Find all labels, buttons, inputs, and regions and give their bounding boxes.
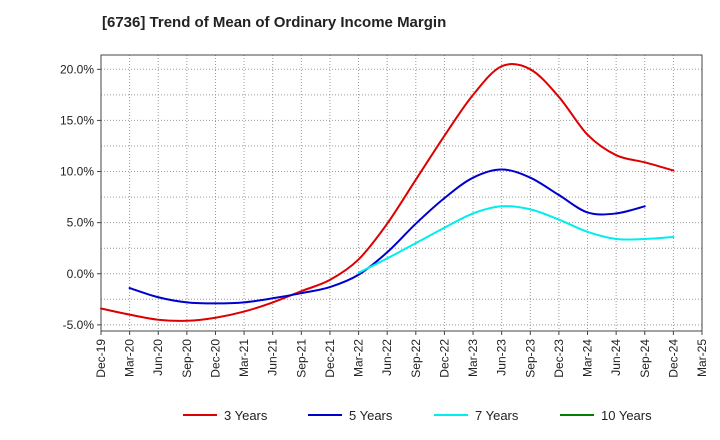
x-tick-label: Dec-19 <box>94 339 108 378</box>
x-tick-label: Jun-21 <box>266 339 280 376</box>
x-tick-label: Sep-20 <box>180 339 194 378</box>
x-tick-label: Dec-23 <box>552 339 566 378</box>
plot-frame <box>100 54 703 332</box>
y-tick-label: 10.0% <box>60 165 94 179</box>
x-tick-label: Mar-20 <box>123 339 137 377</box>
y-tick-label: 20.0% <box>60 62 94 76</box>
series-lines <box>100 62 675 322</box>
y-tick-label: 0.0% <box>67 267 95 281</box>
x-tick-label: Sep-24 <box>638 339 652 378</box>
legend-label-10-years: 10 Years <box>601 408 652 423</box>
x-tick-label: Mar-25 <box>695 339 709 377</box>
legend: 3 Years 5 Years 7 Years 10 Years <box>183 408 652 423</box>
x-tick-label: Dec-20 <box>208 339 222 378</box>
y-tick-label: 15.0% <box>60 113 94 127</box>
x-tick-label: Mar-21 <box>237 339 251 377</box>
x-tick-label: Jun-24 <box>609 339 623 376</box>
x-tick-label: Dec-24 <box>666 339 680 378</box>
x-tick-label: Sep-22 <box>409 339 423 378</box>
x-tick-label: Mar-24 <box>581 339 595 377</box>
x-tick-label: Jun-22 <box>380 339 394 376</box>
y-tick-label: -5.0% <box>63 318 95 332</box>
x-tick-label: Sep-23 <box>523 339 537 378</box>
x-tick-label: Dec-22 <box>437 339 451 378</box>
grid-lines <box>101 55 702 331</box>
series-line-7-years <box>357 205 675 274</box>
legend-label-7-years: 7 Years <box>475 408 519 423</box>
series-line-5-years <box>128 168 646 305</box>
x-tick-label: Dec-21 <box>323 339 337 378</box>
series-line-3-years <box>100 62 675 322</box>
chart-title: [6736] Trend of Mean of Ordinary Income … <box>102 14 447 31</box>
x-axis-ticks: Dec-19 Mar-20 Jun-20 Sep-20 Dec-20 Mar-21 Jun-… <box>94 331 709 378</box>
x-tick-label: Mar-23 <box>466 339 480 377</box>
plot-background <box>101 55 702 331</box>
x-tick-label: Jun-20 <box>151 339 165 376</box>
x-tick-label: Jun-23 <box>495 339 509 376</box>
x-tick-label: Mar-22 <box>352 339 366 377</box>
y-tick-label: 5.0% <box>67 216 95 230</box>
x-tick-label: Sep-21 <box>294 339 308 378</box>
y-axis-ticks: -5.0% 0.0% 5.0% 10.0% 15.0% 20.0% <box>60 62 101 332</box>
legend-label-5-years: 5 Years <box>349 408 393 423</box>
legend-label-3-years: 3 Years <box>224 408 268 423</box>
